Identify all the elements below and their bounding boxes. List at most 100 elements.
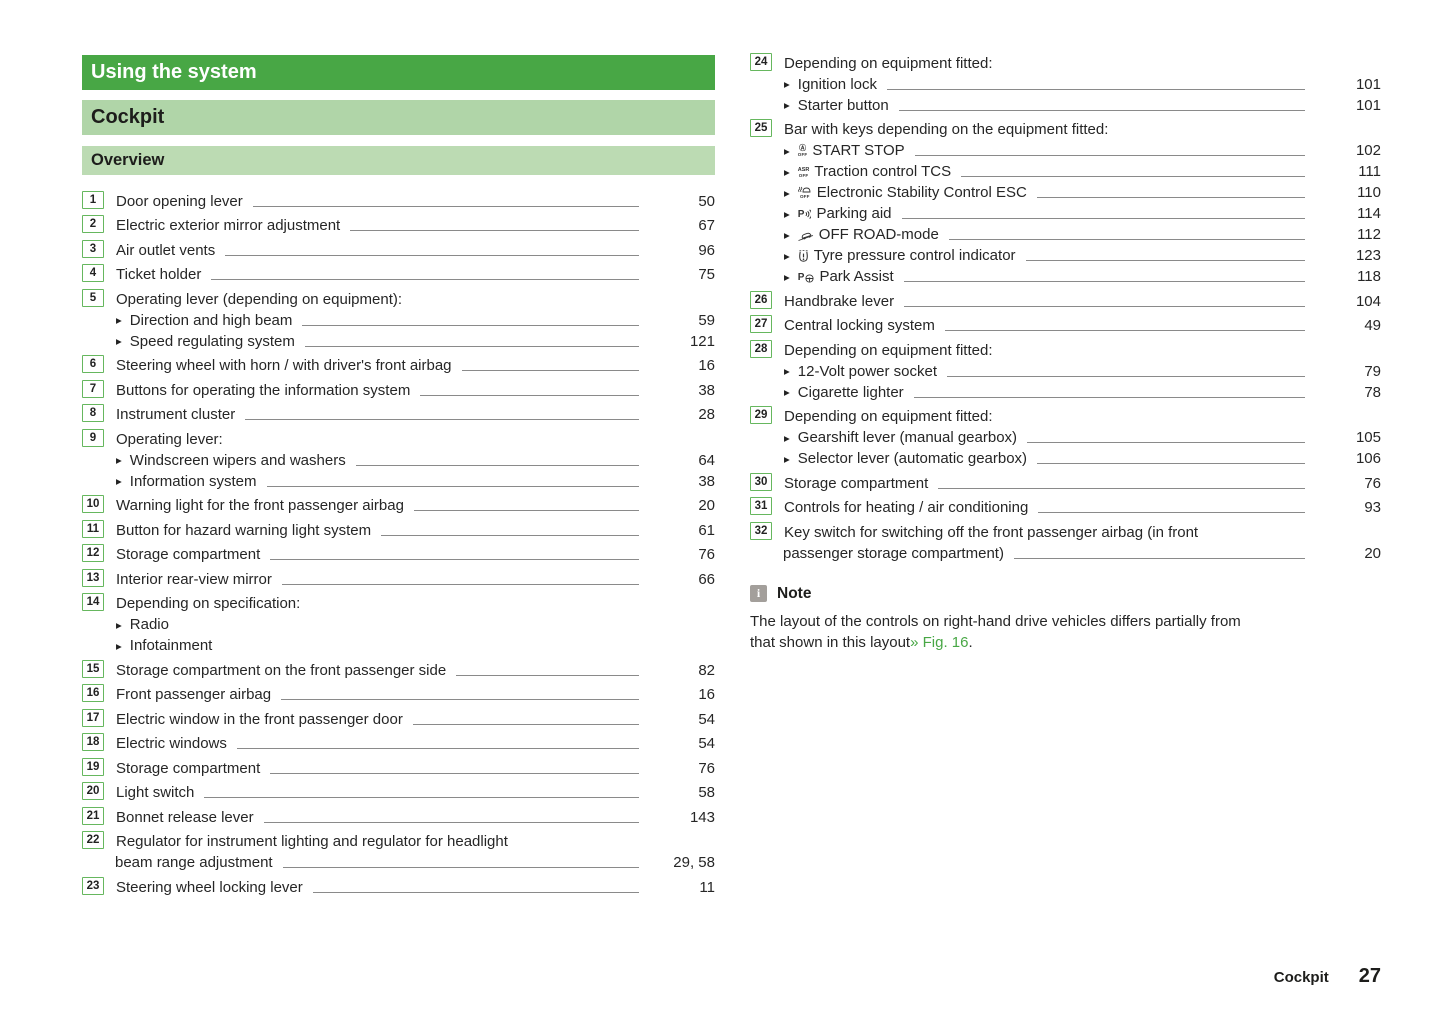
- item-label-continued: beam range adjustment: [115, 854, 273, 871]
- dotted-leader: [413, 510, 639, 511]
- toc-subrow: ▶ 12-Volt power socket 79: [750, 360, 1381, 381]
- item-number-badge: 7: [82, 379, 104, 398]
- toc-item-14: 14 Depending on specification: ▶ Radio ▶ Info…: [82, 589, 715, 656]
- item-label: Electric windows: [116, 735, 227, 752]
- item-number-badge: 24: [750, 52, 772, 71]
- subitem-label: Traction control TCS: [814, 163, 952, 180]
- item-label: Buttons for operating the information sy…: [116, 381, 411, 399]
- item-number-badge: 11: [82, 519, 104, 538]
- subitem-label: Gearshift lever (manual gearbox): [797, 429, 1018, 446]
- page-number: 82: [698, 661, 715, 679]
- footer-page-number: 27: [1358, 965, 1381, 987]
- toc-item-3: 3 Air outlet vents 96: [82, 235, 715, 260]
- info-icon: i: [750, 585, 767, 602]
- item-number-badge: 9: [82, 428, 104, 447]
- toc-row: 18 Electric windows 54: [82, 729, 715, 754]
- toc-row: 10 Warning light for the front passenger …: [82, 491, 715, 516]
- item-number-badge: 5: [82, 288, 104, 307]
- parking-aid-icon: P: [798, 209, 812, 220]
- item-label: Door opening lever: [116, 192, 243, 210]
- item-number-badge: 29: [750, 406, 772, 424]
- dotted-leader: [1038, 512, 1305, 513]
- item-label: Central locking system: [784, 317, 935, 334]
- toc-item-6: 6 Steering wheel with horn / with driver'…: [82, 351, 715, 376]
- item-number-badge: 16: [82, 684, 104, 702]
- subsection-title: Overview: [91, 151, 165, 169]
- dotted-leader: [266, 485, 639, 487]
- item-label: Operating lever (depending on equipment)…: [116, 290, 403, 308]
- toc-subrow: ▶ Selector lever (automatic gearbox) 106: [750, 447, 1381, 468]
- toc-row: 9 Operating lever:: [82, 424, 715, 449]
- item-label: Front passenger airbag: [116, 686, 272, 703]
- toc-item-15: 15 Storage compartment on the front passe…: [82, 655, 715, 680]
- page-number: 28: [698, 406, 715, 423]
- toc-item-28: 28 Depending on equipment fitted: ▶ 12-Volt…: [750, 335, 1381, 402]
- item-label: Steering wheel locking lever: [116, 878, 303, 896]
- toc-item-7: 7 Buttons for operating the information s…: [82, 375, 715, 400]
- page-number: 49: [1364, 317, 1381, 334]
- triangle-bullet-icon: ▶: [784, 146, 790, 156]
- item-label-continued: passenger storage compartment): [783, 544, 1004, 562]
- subitem-label: Direction and high beam: [129, 311, 293, 329]
- item-label: Air outlet vents: [116, 241, 216, 259]
- page-number: 11: [699, 878, 715, 896]
- item-number-badge: 18: [82, 733, 104, 751]
- toc-row: 1 Door opening lever 50: [82, 186, 715, 211]
- page-number: 64: [698, 451, 715, 469]
- toc-row: 25 Bar with keys depending on the equipme…: [750, 115, 1381, 140]
- toc-item-27: 27 Central locking system 49: [750, 311, 1381, 336]
- subitem-label: Parking aid: [816, 205, 892, 222]
- item-number-badge: 30: [750, 472, 772, 491]
- item-label: Storage compartment: [784, 474, 929, 492]
- fig-16-link[interactable]: » Fig. 16: [910, 633, 969, 651]
- page-number: 16: [698, 686, 715, 703]
- toc-item-20: 20 Light switch 58: [82, 778, 715, 803]
- toc-subrow: ▶ Tyre pressure control indicator 123: [750, 244, 1381, 265]
- toc-row: 19 Storage compartment 76: [82, 753, 715, 778]
- toc-row: 13 Interior rear-view mirror 66: [82, 564, 715, 589]
- item-number-badge: 6: [82, 355, 104, 373]
- dotted-leader: [312, 891, 639, 893]
- item-number-badge: 25: [750, 119, 772, 137]
- triangle-bullet-icon: ▶: [116, 337, 122, 346]
- item-label: Electric exterior mirror adjustment: [116, 217, 341, 234]
- dotted-leader: [461, 370, 639, 371]
- toc-subrow: ▶ ASR OFF Traction control TCS 111: [750, 160, 1381, 181]
- item-number-badge: 1: [82, 190, 104, 209]
- dotted-leader: [204, 797, 639, 798]
- page-number: 54: [698, 710, 715, 728]
- toc-row: 23 Steering wheel locking lever 11: [82, 872, 715, 897]
- toc-row-continuation: passenger storage compartment) 20: [750, 542, 1381, 563]
- dotted-leader: [263, 821, 639, 823]
- triangle-bullet-icon: ▶: [784, 454, 790, 464]
- note-header: i Note: [750, 581, 1381, 607]
- item-number-badge: 15: [82, 659, 104, 678]
- toc-subrow: ▶ Ⓐ OFF START STOP 102: [750, 139, 1381, 160]
- item-label: Instrument cluster: [116, 406, 236, 423]
- page-number: 20: [1364, 544, 1381, 562]
- toc-subrow: ▶ OFF ROAD-mode 112: [750, 223, 1381, 244]
- triangle-bullet-icon: ▶: [784, 167, 790, 177]
- triangle-bullet-icon: ▶: [784, 188, 790, 198]
- dotted-leader: [961, 176, 1305, 177]
- toc-item-1: 1 Door opening lever 50: [82, 186, 715, 211]
- dotted-leader: [913, 396, 1305, 398]
- page-number: 20: [698, 497, 715, 514]
- toc-item-19: 19 Storage compartment 76: [82, 753, 715, 778]
- toc-item-25: 25 Bar with keys depending on the equipme…: [750, 115, 1381, 287]
- subitem-label: Selector lever (automatic gearbox): [797, 450, 1028, 467]
- toc-subrow: ▶ OFF Electronic Stability Control ESC 110: [750, 181, 1381, 202]
- subitem-label: Windscreen wipers and washers: [129, 451, 346, 469]
- item-number-badge: 10: [82, 495, 104, 513]
- footer-section-label: Cockpit: [1273, 969, 1329, 986]
- page-number: 29, 58: [673, 854, 715, 871]
- item-number-badge: 8: [82, 404, 104, 422]
- toc-row: 14 Depending on specification:: [82, 589, 715, 614]
- triangle-bullet-icon: ▶: [784, 209, 790, 219]
- triangle-bullet-icon: ▶: [784, 80, 790, 89]
- page-number: 96: [698, 241, 715, 259]
- page-number: 111: [1358, 163, 1381, 180]
- item-label: Regulator for instrument lighting and re…: [116, 833, 508, 850]
- page-number: 67: [698, 217, 715, 234]
- toc-subrow: ▶ Starter button 101: [750, 94, 1381, 115]
